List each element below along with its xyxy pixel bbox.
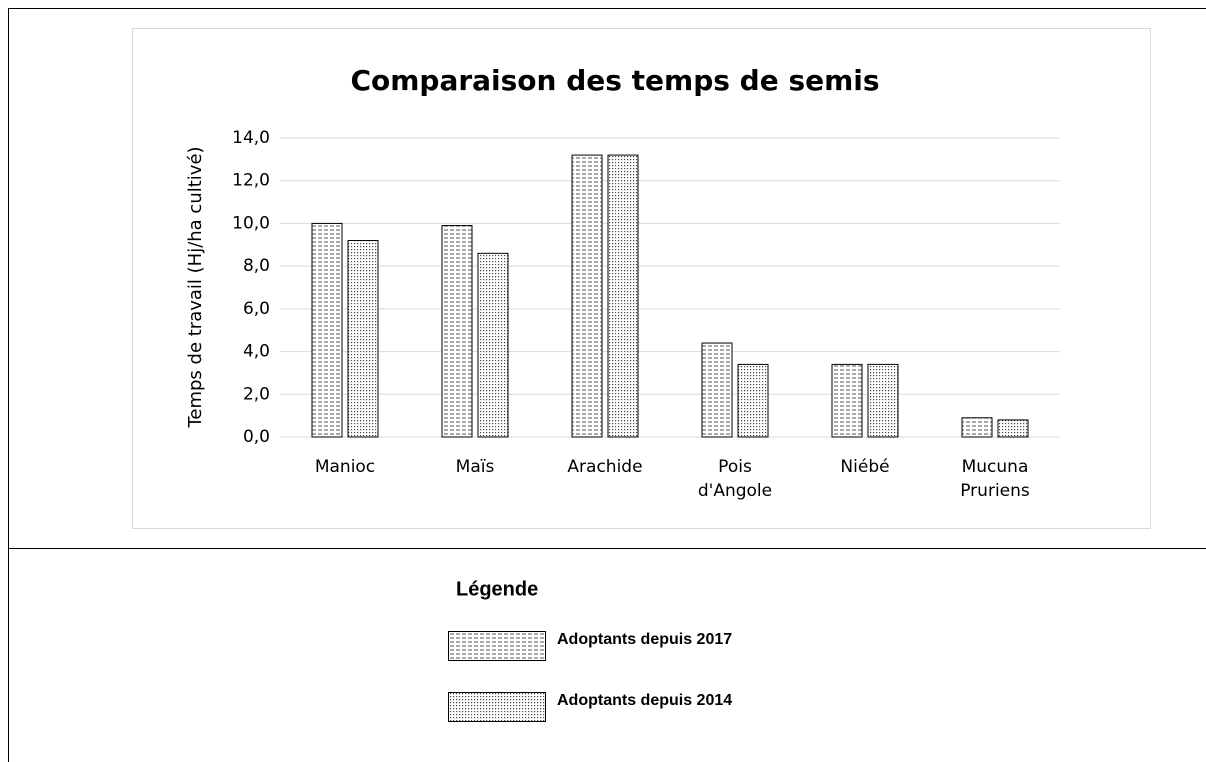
x-tick-label-box: Arachide xyxy=(567,457,643,477)
x-tick-label-box: Niébé xyxy=(840,457,890,477)
legend-label: Adoptants depuis 2017 xyxy=(557,631,733,648)
bar xyxy=(701,342,733,438)
chart-title: Comparaison des temps de semis xyxy=(350,64,879,97)
x-tick-label-box: Mucuna Pruriens xyxy=(960,457,1030,501)
x-tick-label: Niébé xyxy=(840,457,890,477)
bar xyxy=(441,225,473,438)
y-tick-label: 0,0 xyxy=(243,427,270,447)
legend-swatch xyxy=(448,631,546,661)
bar xyxy=(737,363,769,438)
y-tick-label: 4,0 xyxy=(243,342,270,362)
legend-label: Adoptants depuis 2014 xyxy=(557,692,733,709)
bar xyxy=(867,363,899,438)
bar xyxy=(961,417,993,438)
outer-frame xyxy=(8,8,1206,762)
y-tick-label: 2,0 xyxy=(243,384,270,404)
x-tick-label: Pois d'Angole xyxy=(697,457,773,501)
y-tick-label: 12,0 xyxy=(232,171,270,191)
legend-title: Légende xyxy=(456,578,538,600)
y-tick-label: 14,0 xyxy=(232,128,270,148)
x-tick-label: Arachide xyxy=(567,457,643,477)
x-tick-label: Mucuna Pruriens xyxy=(960,457,1030,501)
y-axis-label: Temps de travail (Hj/ha cultivé) xyxy=(185,146,206,428)
bar xyxy=(311,222,343,438)
chart-area xyxy=(132,28,1151,529)
x-tick-label-box: Maïs xyxy=(455,457,495,477)
legend-label-box: Adoptants depuis 2014 xyxy=(557,692,733,709)
x-tick-label-box: Manioc xyxy=(314,457,376,477)
bar xyxy=(607,154,639,438)
y-tick-label: 6,0 xyxy=(243,299,270,319)
x-tick-label: Manioc xyxy=(314,457,376,477)
legend-swatch xyxy=(448,692,546,722)
x-tick-label: Maïs xyxy=(455,457,495,477)
bar xyxy=(997,419,1029,438)
y-tick-label: 10,0 xyxy=(232,213,270,233)
bar xyxy=(831,363,863,438)
x-tick-label-box: Pois d'Angole xyxy=(697,457,773,501)
bar xyxy=(571,154,603,438)
bar xyxy=(477,252,509,438)
legend-label-box: Adoptants depuis 2017 xyxy=(557,631,733,648)
bar xyxy=(347,240,379,438)
y-tick-label: 8,0 xyxy=(243,256,270,276)
